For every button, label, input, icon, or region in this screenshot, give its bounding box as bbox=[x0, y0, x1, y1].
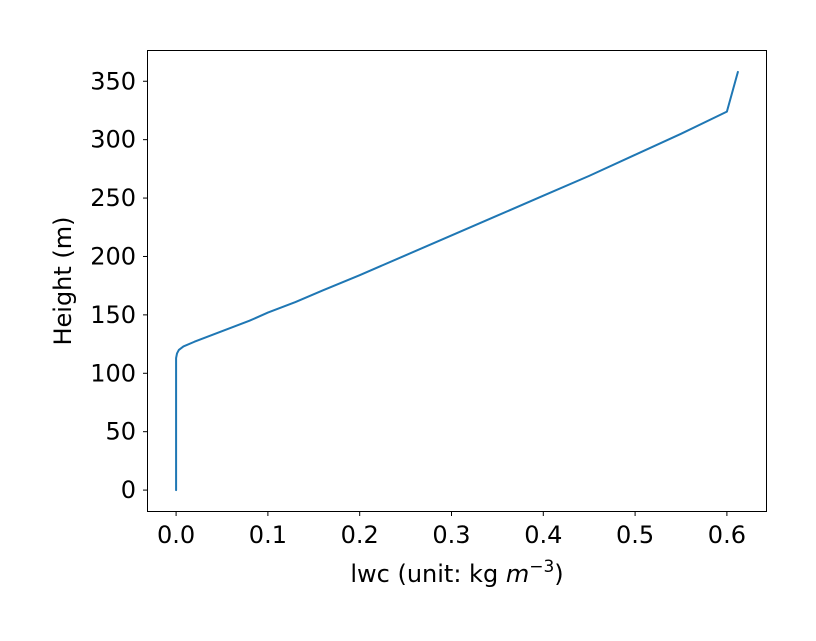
x-tick-label: 0.3 bbox=[432, 521, 470, 549]
x-axis: 0.0 0.1 0.2 0.3 0.4 0.5 0.6 bbox=[157, 511, 746, 549]
y-tick-label: 150 bbox=[90, 301, 136, 329]
x-axis-label-main: lwc (unit: kg bbox=[350, 560, 505, 588]
x-tick-label: 0.2 bbox=[341, 521, 379, 549]
y-tick-label: 200 bbox=[90, 242, 136, 270]
x-tick-label: 0.6 bbox=[708, 521, 746, 549]
x-tick-label: 0.4 bbox=[524, 521, 562, 549]
x-axis-label-math: m bbox=[506, 560, 529, 588]
y-axis: 0 50 100 150 200 250 300 350 bbox=[90, 67, 148, 504]
x-axis-label-close: ) bbox=[554, 560, 563, 588]
x-tick-label: 0.5 bbox=[616, 521, 654, 549]
series-line bbox=[175, 70, 739, 492]
x-axis-label-exponent: −3 bbox=[529, 557, 554, 577]
axes-frame bbox=[147, 50, 767, 512]
y-axis-label: Height (m) bbox=[49, 216, 77, 345]
y-tick-label: 300 bbox=[90, 126, 136, 154]
plot-area bbox=[147, 50, 767, 512]
y-tick-label: 350 bbox=[90, 67, 136, 95]
x-tick-label: 0.1 bbox=[249, 521, 287, 549]
y-tick-label: 100 bbox=[90, 359, 136, 387]
y-tick-label: 0 bbox=[121, 476, 136, 504]
x-axis-label: lwc (unit: kg m−3) bbox=[350, 557, 563, 588]
y-tick-label: 50 bbox=[105, 418, 136, 446]
y-tick-label: 250 bbox=[90, 184, 136, 212]
x-tick-label: 0.0 bbox=[157, 521, 195, 549]
